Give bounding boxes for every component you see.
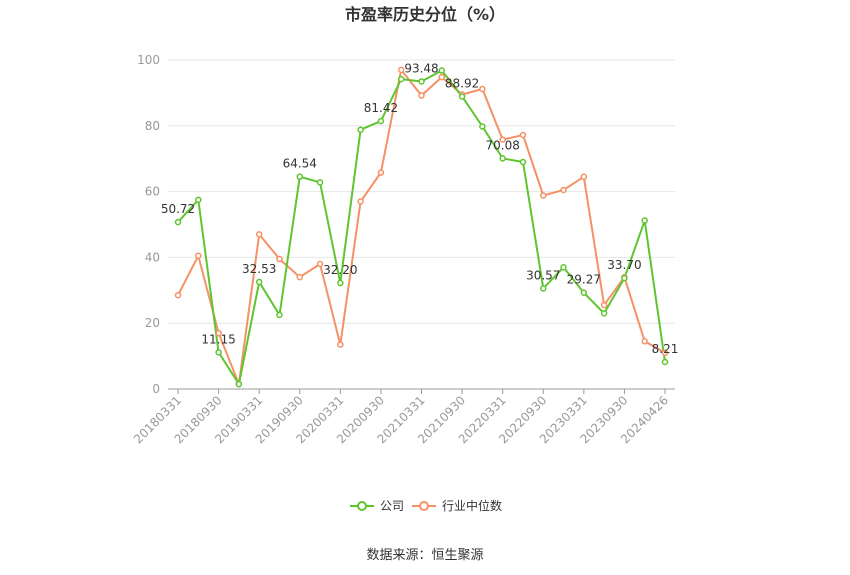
data-point	[296, 173, 303, 180]
legend-label: 公司	[380, 499, 404, 513]
data-point	[540, 192, 547, 199]
data-point	[479, 123, 486, 130]
series-line-1	[177, 67, 666, 389]
data-point	[255, 278, 263, 286]
y-tick-label: 20	[145, 316, 160, 330]
data-label: 8.21	[652, 342, 679, 356]
data-point	[621, 274, 628, 282]
data-point	[276, 255, 283, 263]
data-point	[580, 289, 588, 296]
data-label: 81.42	[364, 101, 398, 115]
data-point	[540, 285, 547, 292]
data-point	[276, 311, 283, 319]
data-point	[337, 341, 344, 348]
source-note: 数据来源：恒生聚源	[366, 548, 483, 563]
data-point	[357, 126, 364, 133]
data-point	[174, 218, 182, 226]
data-point	[418, 78, 425, 85]
data-point	[479, 85, 486, 93]
data-point	[377, 169, 385, 176]
data-point	[560, 264, 567, 271]
data-point	[499, 155, 506, 162]
data-label: 30.57	[526, 268, 560, 282]
data-point	[499, 136, 506, 143]
data-point	[235, 380, 243, 388]
data-point	[418, 92, 425, 99]
chart-title: 市盈率历史分位（%）	[345, 5, 505, 24]
data-label: 70.08	[485, 138, 519, 152]
data-point	[195, 196, 202, 204]
legend-swatch-marker	[419, 501, 429, 511]
data-label: 32.20	[323, 263, 357, 277]
data-point	[397, 75, 405, 83]
data-point	[438, 67, 446, 74]
grid	[168, 59, 675, 390]
data-point	[255, 231, 263, 238]
data-label: 33.70	[607, 258, 641, 272]
data-point	[215, 349, 222, 356]
y-tick-label: 40	[145, 250, 160, 264]
data-point	[641, 338, 648, 345]
data-point	[600, 310, 608, 317]
data-point	[519, 131, 527, 139]
legend[interactable]: 公司 行业中位数	[350, 498, 502, 513]
data-label: 93.48	[404, 61, 438, 75]
data-point	[580, 173, 588, 181]
data-point	[519, 158, 527, 166]
y-axis: 0 20 40 60 80 100	[137, 53, 160, 396]
data-label: 29.27	[567, 273, 601, 287]
legend-label: 行业中位数	[442, 498, 502, 513]
data-point	[661, 358, 669, 366]
data-label: 11.15	[201, 332, 235, 346]
data-point	[661, 349, 669, 357]
data-point	[600, 301, 608, 309]
data-labels: 50.72 11.15 32.53 64.54 32.20 81.42 93.48 88.92…	[161, 61, 679, 356]
data-point	[357, 198, 364, 205]
x-axis: 2018033120180930201903312019093020200331…	[131, 389, 671, 446]
data-point	[337, 279, 344, 287]
data-point	[316, 260, 324, 268]
data-point	[438, 73, 446, 81]
data-point	[377, 117, 385, 125]
y-tick-label: 100	[137, 53, 160, 67]
legend-swatch-marker	[357, 501, 367, 511]
data-label: 32.53	[242, 262, 276, 276]
data-point	[458, 93, 466, 100]
data-point	[195, 252, 202, 260]
data-point	[560, 186, 567, 194]
data-point	[641, 217, 648, 224]
data-point	[397, 66, 405, 74]
y-tick-label: 60	[145, 185, 160, 199]
data-point	[296, 273, 303, 281]
series-lines	[177, 67, 666, 389]
y-tick-label: 80	[145, 119, 160, 133]
data-label: 50.72	[161, 202, 195, 216]
data-label: 88.92	[445, 76, 479, 90]
data-point	[174, 291, 182, 299]
data-point	[215, 329, 222, 337]
data-point	[316, 179, 324, 186]
y-tick-label: 0	[152, 382, 160, 396]
series-points	[174, 66, 669, 388]
data-label: 64.54	[283, 157, 317, 171]
